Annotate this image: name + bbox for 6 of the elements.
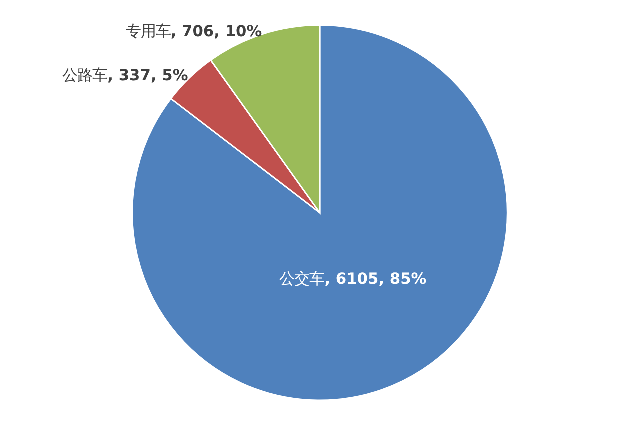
slice-label: 专用车 — [126, 22, 171, 41]
data-label: , 6105, 85% — [324, 270, 427, 288]
slice-label: 公路车 — [62, 66, 108, 85]
data-label: , 706, 10% — [170, 22, 262, 41]
data-label: , 337, 5% — [108, 66, 188, 85]
slice-label: 公交车 — [280, 270, 325, 288]
